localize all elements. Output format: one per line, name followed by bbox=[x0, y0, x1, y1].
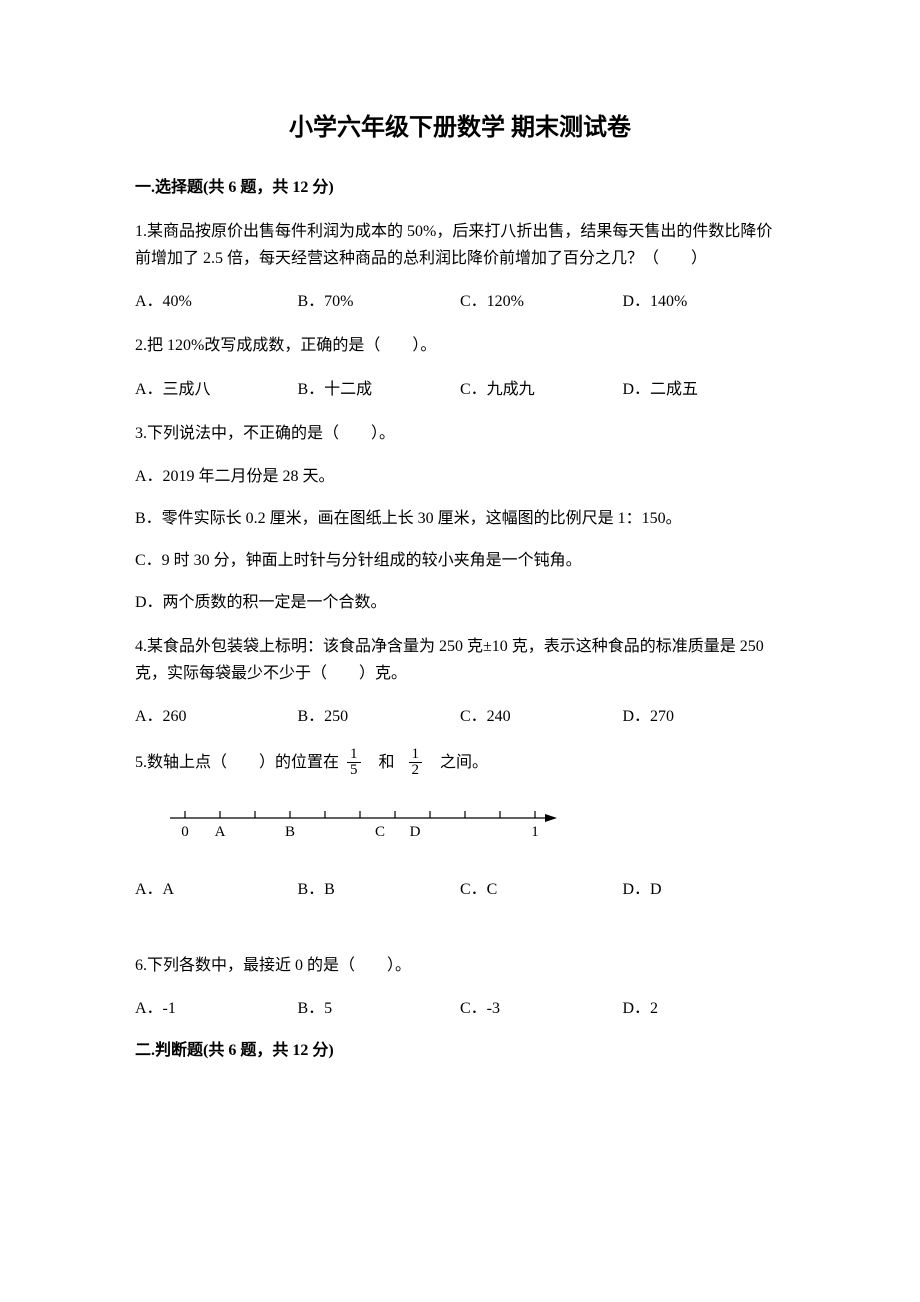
q5-text-before: 5.数轴上点（ ）的位置在 bbox=[135, 751, 339, 775]
q6-options: A．-1 B．5 C．-3 D．2 bbox=[135, 997, 785, 1021]
number-line-svg: 0 A B C D 1 bbox=[165, 803, 565, 853]
q2-option-c: C．九成九 bbox=[460, 378, 623, 402]
q1-text: 1.某商品按原价出售每件利润为成本的 50%，后来打八折出售，结果每天售出的件数… bbox=[135, 218, 785, 272]
q4-option-d: D．270 bbox=[623, 705, 786, 729]
q6-option-d: D．2 bbox=[623, 997, 786, 1021]
q5-fraction-1: 1 5 bbox=[347, 747, 365, 778]
q2-text: 2.把 120%改写成成数，正确的是（ ）。 bbox=[135, 332, 785, 359]
q6-text: 6.下列各数中，最接近 0 的是（ ）。 bbox=[135, 952, 785, 979]
q5-fraction-2: 1 2 bbox=[409, 747, 427, 778]
section1-header: 一.选择题(共 6 题，共 12 分) bbox=[135, 176, 785, 200]
q1-option-c: C．120% bbox=[460, 290, 623, 314]
q5-text-middle: 和 bbox=[379, 751, 395, 775]
q5-frac2-num: 1 bbox=[409, 747, 423, 763]
q1-options: A．40% B．70% C．120% D．140% bbox=[135, 290, 785, 314]
q6-option-a: A．-1 bbox=[135, 997, 298, 1021]
q5-frac1-den: 5 bbox=[347, 763, 361, 778]
axis-label-1: 1 bbox=[531, 824, 539, 840]
q5-frac1-num: 1 bbox=[347, 747, 361, 763]
q3-option-a: A．2019 年二月份是 28 天。 bbox=[135, 465, 785, 489]
q5-text-after: 之间。 bbox=[440, 751, 488, 775]
q6-option-b: B．5 bbox=[298, 997, 461, 1021]
q2-option-b: B．十二成 bbox=[298, 378, 461, 402]
section2-header: 二.判断题(共 6 题，共 12 分) bbox=[135, 1039, 785, 1063]
q5-text: 5.数轴上点（ ）的位置在 1 5 和 1 2 之间。 bbox=[135, 747, 785, 778]
q5-option-a: A．A bbox=[135, 878, 298, 902]
q1-option-b: B．70% bbox=[298, 290, 461, 314]
q5-option-d: D．D bbox=[623, 878, 786, 902]
q4-text: 4.某食品外包装袋上标明：该食品净含量为 250 克±10 克，表示这种食品的标… bbox=[135, 633, 785, 687]
q3-option-b: B．零件实际长 0.2 厘米，画在图纸上长 30 厘米，这幅图的比例尺是 1：1… bbox=[135, 507, 785, 531]
q5-number-line: 0 A B C D 1 bbox=[165, 803, 565, 853]
axis-label-0: 0 bbox=[181, 824, 189, 840]
q4-option-a: A．260 bbox=[135, 705, 298, 729]
axis-label-d: D bbox=[410, 824, 421, 840]
q4-option-c: C．240 bbox=[460, 705, 623, 729]
q2-options: A．三成八 B．十二成 C．九成九 D．二成五 bbox=[135, 378, 785, 402]
q3-text: 3.下列说法中，不正确的是（ ）。 bbox=[135, 420, 785, 447]
q3-option-d: D．两个质数的积一定是一个合数。 bbox=[135, 591, 785, 615]
q5-option-c: C．C bbox=[460, 878, 623, 902]
q6-option-c: C．-3 bbox=[460, 997, 623, 1021]
page-title: 小学六年级下册数学 期末测试卷 bbox=[135, 110, 785, 146]
q1-option-a: A．40% bbox=[135, 290, 298, 314]
axis-label-b: B bbox=[285, 824, 295, 840]
q5-option-b: B．B bbox=[298, 878, 461, 902]
q2-option-a: A．三成八 bbox=[135, 378, 298, 402]
q5-options: A．A B．B C．C D．D bbox=[135, 878, 785, 902]
q3-option-c: C．9 时 30 分，钟面上时针与分针组成的较小夹角是一个钝角。 bbox=[135, 549, 785, 573]
axis-label-a: A bbox=[215, 824, 226, 840]
q2-option-d: D．二成五 bbox=[623, 378, 786, 402]
q4-option-b: B．250 bbox=[298, 705, 461, 729]
q1-option-d: D．140% bbox=[623, 290, 786, 314]
q5-frac2-den: 2 bbox=[409, 763, 423, 778]
axis-label-c: C bbox=[375, 824, 385, 840]
q4-options: A．260 B．250 C．240 D．270 bbox=[135, 705, 785, 729]
